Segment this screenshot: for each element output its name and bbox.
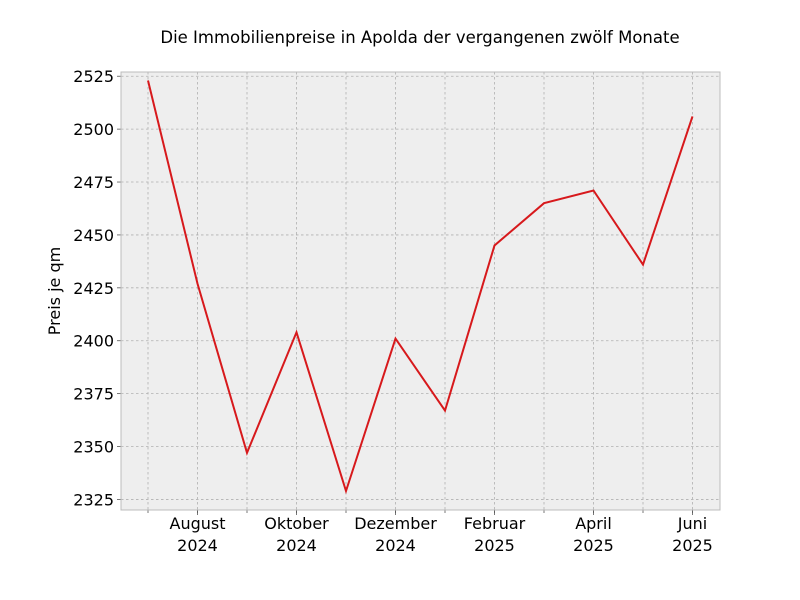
y-tick-label: 2450 <box>73 226 114 245</box>
plot-frame <box>120 71 721 511</box>
chart-title: Die Immobilienpreise in Apolda der verga… <box>160 28 679 47</box>
y-axis-label: Preis je qm <box>45 247 64 335</box>
x-tick-label: April 2025 <box>573 514 614 555</box>
y-tick-label: 2325 <box>73 490 114 509</box>
x-tick-label: Dezember 2024 <box>354 514 437 555</box>
x-tick-label: August 2024 <box>170 514 226 555</box>
y-tick-label: 2400 <box>73 332 114 351</box>
axis-ticks: 2325 2350 2375 2400 2425 2450 2475 2500 2525 Augu… <box>73 67 713 555</box>
series-line <box>147 80 694 495</box>
y-tick-label: 2475 <box>73 173 114 192</box>
x-tick-label: Oktober 2024 <box>264 514 329 555</box>
grid <box>121 72 720 510</box>
y-tick-label: 2375 <box>73 385 114 404</box>
y-tick-label: 2525 <box>73 67 114 86</box>
y-tick-label: 2350 <box>73 438 114 457</box>
plot-area <box>121 72 720 510</box>
y-tick-label: 2500 <box>73 120 114 139</box>
x-tick-label: Juni 2025 <box>672 514 713 555</box>
x-tick-label: Februar 2025 <box>464 514 526 555</box>
y-tick-label: 2425 <box>73 279 114 298</box>
